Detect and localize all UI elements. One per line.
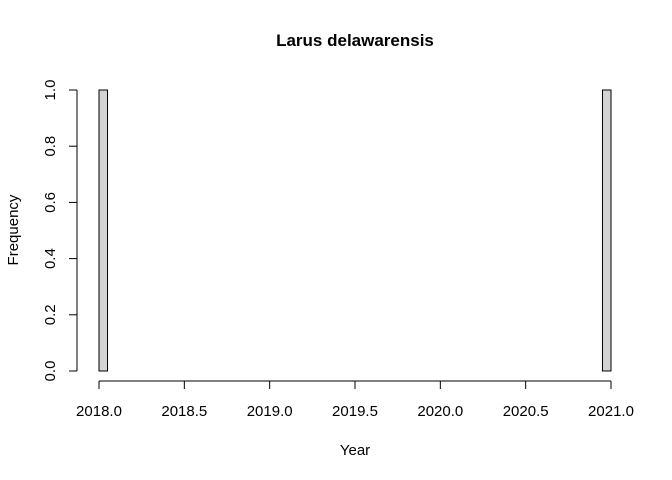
y-axis: 0.0 0.2 0.4 0.6 0.8 1.0 [42,80,78,382]
x-tick-label: 2021.0 [588,403,634,420]
x-tick-label: 2019.5 [332,403,378,420]
y-tick-label: 0.8 [42,136,59,157]
chart-title: Larus delawarensis [276,31,434,50]
x-tick-label: 2020.0 [417,403,463,420]
y-axis-label: Frequency [5,194,22,265]
bars-group [98,89,612,372]
x-tick-label: 2020.5 [503,403,549,420]
y-tick-label: 0.0 [42,361,59,382]
x-axis: 2018.0 2018.5 2019.0 2019.5 2020.0 2020.5 2021… [76,380,634,420]
y-tick-label: 0.4 [42,248,59,269]
x-axis-label: Year [340,442,370,459]
y-tick-label: 0.6 [42,192,59,213]
y-tick-label: 1.0 [42,80,59,101]
x-tick-label: 2018.5 [161,403,207,420]
y-tick-label: 0.2 [42,304,59,325]
histogram-bar [98,89,109,372]
x-tick-label: 2019.0 [247,403,293,420]
x-tick-label: 2018.0 [76,403,122,420]
histogram-bar [601,89,612,372]
